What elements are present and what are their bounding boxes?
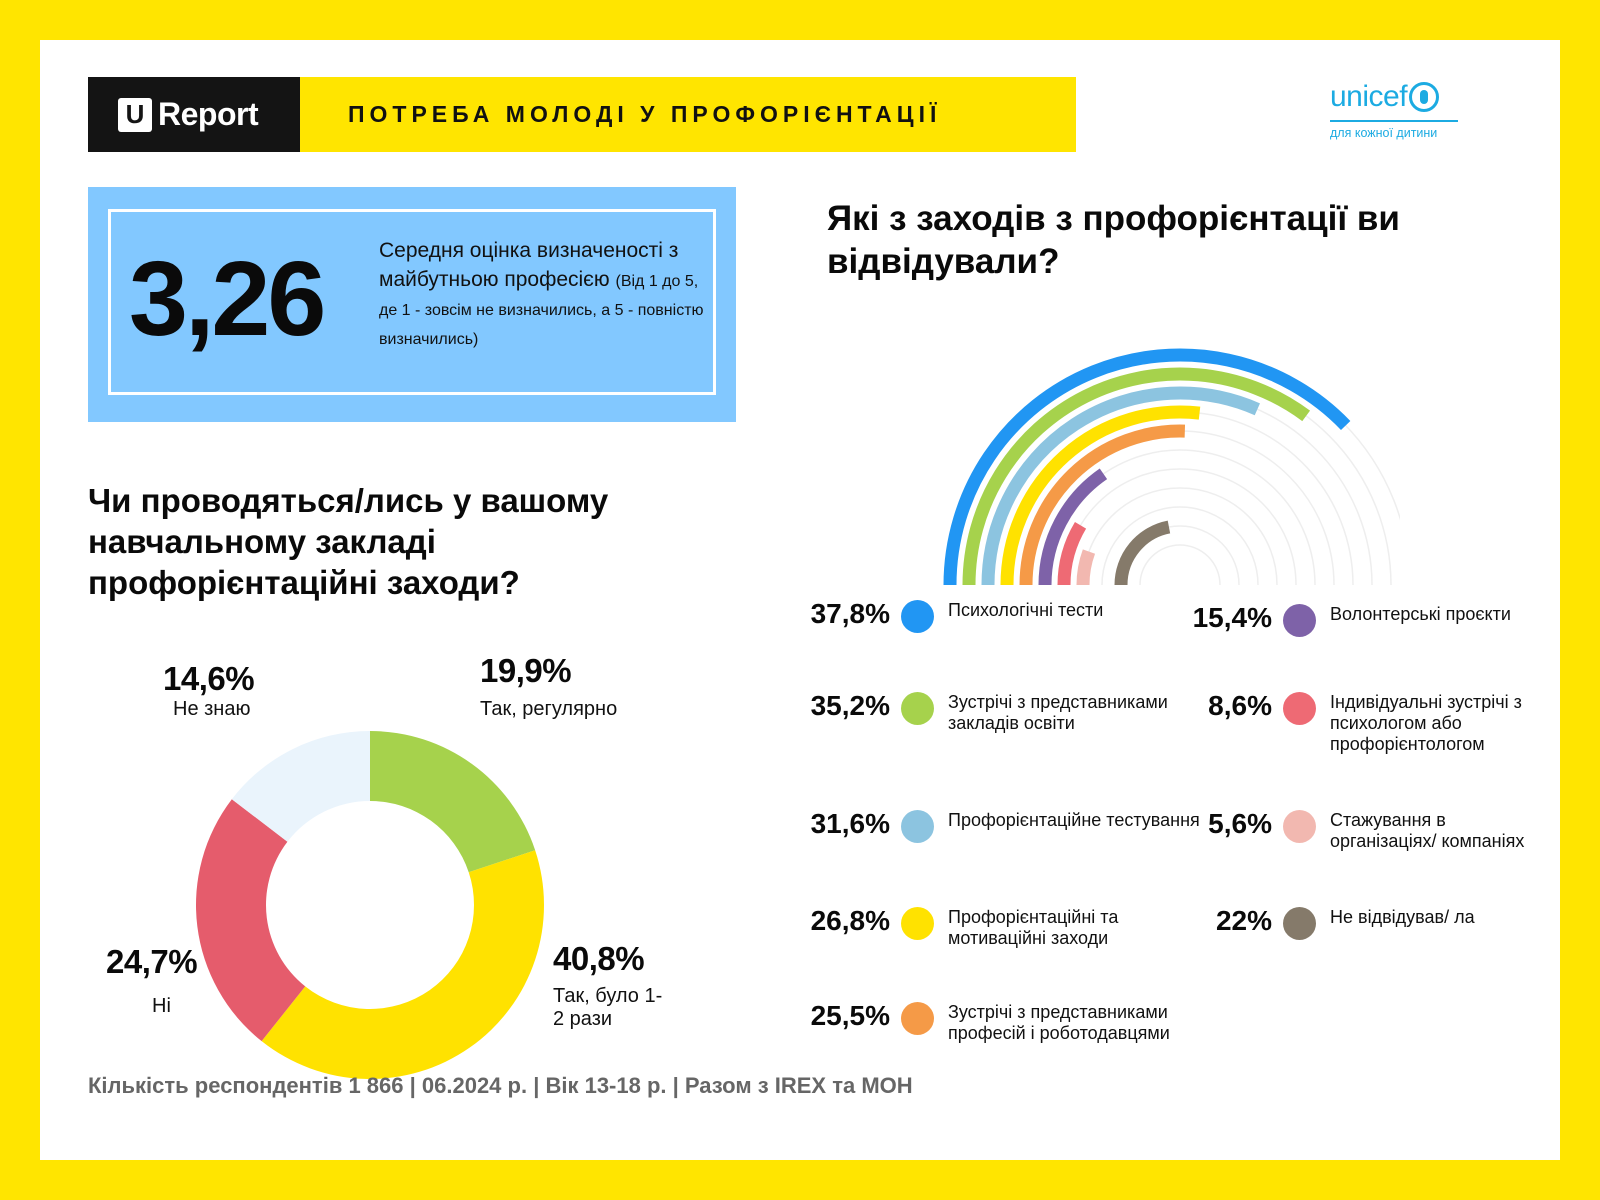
legend-value-5: 15,4% [1192, 602, 1272, 633]
legend-swatch-7 [1283, 810, 1316, 843]
legend-swatch-6 [1283, 692, 1316, 725]
footer-note: Кількість респондентів 1 866 | 06.2024 р… [88, 1073, 913, 1098]
divider [1330, 120, 1458, 122]
radial-bar-7 [1076, 549, 1096, 586]
donut-slice-1 [261, 850, 544, 1079]
legend-swatch-5 [1283, 604, 1316, 637]
radial-bar-0 [943, 348, 1351, 586]
radial-track-10 [1139, 544, 1221, 586]
radial-question: Які з заходів з профорієнтації ви відвід… [827, 199, 1400, 281]
legend-label-6: Індивідуальні зустрічі з психологом або … [1330, 692, 1522, 754]
legend-value-4: 25,5% [810, 1000, 890, 1031]
legend-label-5: Волонтерські проєкти [1330, 604, 1511, 624]
page-title: ПОТРЕБА МОЛОДІ У ПРОФОРІЄНТАЦІЇ [300, 77, 1076, 152]
legend-swatch-1 [901, 692, 934, 725]
legend-value-1: 35,2% [810, 690, 890, 721]
radial-bar-5 [1038, 468, 1108, 586]
donut-slice-0 [370, 731, 536, 873]
score-panel-border: 3,26 Середня оцінка визначеності з майбу… [108, 209, 716, 395]
radial-track-8 [1101, 506, 1259, 586]
donut-slice-value-0: 19,9% [480, 652, 572, 689]
legend-value-8: 22% [1215, 905, 1272, 936]
donut-slice-value-2: 24,7% [106, 943, 198, 980]
ureport-logo: U Report [88, 77, 300, 152]
score-description-text: Середня оцінка визначеності з майбутньою… [379, 239, 679, 291]
radial-track-6 [1063, 468, 1297, 586]
donut-slice-value-1: 40,8% [553, 940, 645, 977]
ureport-logo-mark: U [118, 97, 152, 132]
legend-value-7: 5,6% [1208, 808, 1272, 839]
legend-label-8: Не відвідував/ ла [1330, 907, 1475, 927]
infographic-card: U Report ПОТРЕБА МОЛОДІ У ПРОФОРІЄНТАЦІЇ… [40, 40, 1560, 1160]
radial-bar-2 [981, 386, 1260, 586]
legend-value-3: 26,8% [810, 905, 890, 936]
radial-track-7 [1082, 487, 1278, 586]
donut-slice-3 [231, 731, 370, 842]
legend-swatch-2 [901, 810, 934, 843]
donut-question: Чи проводяться/лись у вашому навчальному… [88, 482, 609, 601]
score-panel: 3,26 Середня оцінка визначеності з майбу… [88, 187, 736, 422]
donut-chart [196, 731, 544, 1079]
radial-bar-6 [1057, 521, 1087, 586]
ureport-logo-text: Report [158, 96, 259, 132]
radial-bar-1 [962, 367, 1311, 586]
legend-value-0: 37,8% [810, 598, 890, 629]
legend-swatch-8 [1283, 907, 1316, 940]
donut-slice-label-2: Ні [152, 995, 171, 1017]
unicef-globe-icon [1409, 82, 1440, 112]
donut-slice-label-3: Не знаю [173, 698, 251, 720]
unicef-tagline: для кожної дитини [1330, 126, 1438, 140]
legend-label-7: Стажування в організаціях/ компаніях [1330, 810, 1525, 851]
score-value: 3,26 [129, 240, 326, 358]
donut-slice-2 [196, 799, 306, 1042]
legend-swatch-3 [901, 907, 934, 940]
score-description: Середня оцінка визначеності з майбутньою… [379, 236, 709, 352]
legend-label-1: Зустрічі з представниками закладів освіт… [948, 692, 1168, 733]
radial-bar-8 [1114, 520, 1171, 586]
legend-value-2: 31,6% [810, 808, 890, 839]
donut-slice-value-3: 14,6% [163, 660, 255, 697]
score-scale-note: (Від 1 до 5, де 1 - зовсім не визначилис… [379, 273, 704, 348]
radial-bar-chart [943, 348, 1400, 586]
legend-value-6: 8,6% [1208, 690, 1272, 721]
unicef-wordmark: unicef [1330, 80, 1408, 113]
donut-slice-label-1: Так, було 1-2 рази [553, 985, 663, 1030]
legend-label-0: Психологічні тести [948, 600, 1104, 620]
legend-label-3: Профорієнтаційні та мотиваційні заходи [948, 907, 1119, 948]
legend-label-2: Профорієнтаційне тестування [948, 810, 1200, 830]
radial-bar-4 [1019, 424, 1186, 586]
legend-swatch-4 [901, 1002, 934, 1035]
legend-label-4: Зустрічі з представниками професій і роб… [948, 1002, 1170, 1043]
legend-swatch-0 [901, 600, 934, 633]
unicef-logo: unicef для кожної дитини [1330, 80, 1470, 140]
radial-bar-3 [1000, 405, 1201, 586]
donut-slice-label-0: Так, регулярно [480, 698, 618, 720]
